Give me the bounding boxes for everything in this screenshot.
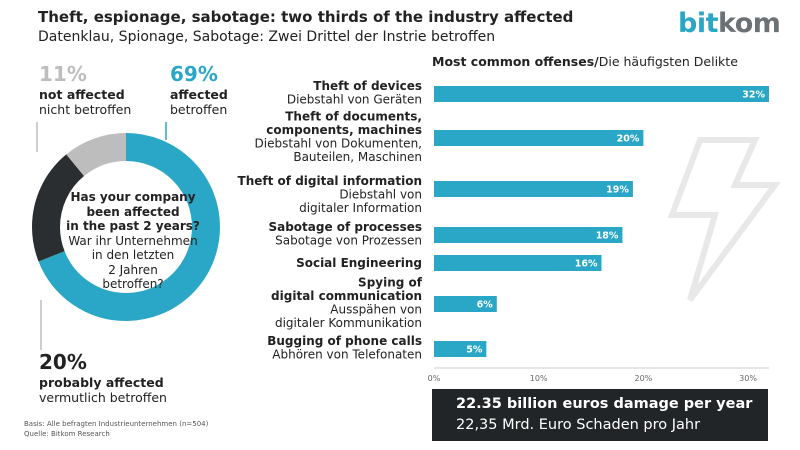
bitkom-logo: bitkom: [678, 8, 781, 39]
bar-value-label: 5%: [466, 345, 483, 356]
damage-box: 22.35 billion euros damage per year 22,3…: [432, 389, 768, 441]
affected-value: 69%: [170, 62, 218, 86]
category-label-de: Diebstahl von Geräten: [287, 93, 422, 107]
category-label-de: digitaler Kommunikation: [275, 316, 422, 330]
not-affected-label-de: nicht betroffen: [39, 102, 132, 117]
probably-affected-value: 20%: [39, 350, 87, 374]
bar: [434, 86, 769, 102]
probably-affected-label-de: vermutlich betroffen: [39, 390, 167, 405]
category-label-de: digitaler Information: [299, 201, 422, 215]
donut-center-question: Has your company been affected in the pa…: [66, 190, 200, 291]
chart-title-de: Datenklau, Spionage, Sabotage: Zwei Drit…: [38, 29, 496, 45]
x-tick-label: 30%: [739, 374, 757, 383]
donut-segment-probably-affected: [32, 133, 220, 321]
bar-value-label: 32%: [742, 90, 765, 101]
bar: [434, 181, 633, 197]
category-label-en: Spying of: [358, 276, 423, 290]
category-label-de: Abhören von Telefonaten: [272, 348, 422, 362]
bar: [434, 227, 623, 243]
footnote-source: Quelle: Bitkom Research: [24, 430, 110, 438]
category-label-en: Social Engineering: [296, 256, 422, 270]
bar-value-label: 6%: [477, 300, 494, 311]
damage-de: 22,35 Mrd. Euro Schaden pro Jahr: [456, 417, 701, 433]
not-affected-label-en: not affected: [39, 87, 125, 102]
chart-title-en: Theft, espionage, sabotage: two thirds o…: [38, 8, 574, 26]
damage-en: 22.35 billion euros damage per year: [456, 396, 753, 412]
affected-label-de: betroffen: [170, 102, 228, 117]
x-tick-label: 10%: [530, 374, 548, 383]
bar-value-label: 18%: [596, 231, 619, 242]
footnote-basis: Basis: Alle befragten Industrieunternehm…: [24, 420, 209, 428]
bar: [434, 130, 644, 146]
affected-label-en: affected: [170, 87, 228, 102]
bar-value-label: 19%: [606, 185, 629, 196]
category-label-de: Diebstahl von Dokumenten,: [255, 137, 422, 151]
bar-value-label: 20%: [617, 134, 640, 145]
category-label-de: Ausspähen von: [330, 303, 422, 317]
bar: [434, 255, 602, 271]
category-label-en: digital communication: [271, 289, 422, 303]
probably-affected-label-en: probably affected: [39, 375, 164, 390]
bar-value-label: 16%: [575, 259, 598, 270]
category-label-en: Bugging of phone calls: [267, 334, 422, 348]
x-tick-label: 20%: [634, 374, 652, 383]
category-label-en: components, machines: [266, 123, 422, 137]
category-label-en: Sabotage of processes: [268, 220, 422, 234]
donut-segment-not-affected: [32, 133, 220, 321]
lightning-watermark: [667, 137, 781, 302]
category-label-de: Bauteilen, Maschinen: [293, 150, 422, 164]
x-tick-label: 0%: [428, 374, 441, 383]
category-label-en: Theft of devices: [313, 79, 422, 93]
category-label-de: Diebstahl von: [339, 188, 422, 202]
not-affected-value: 11%: [39, 62, 87, 86]
bar: [434, 296, 497, 312]
bar-chart-title: Most common offenses/Die häufigsten Deli…: [432, 54, 738, 69]
bar: [434, 341, 487, 357]
category-label-en: Theft of documents,: [285, 110, 422, 124]
category-label-en: Theft of digital information: [238, 174, 422, 188]
category-label-de: Sabotage von Prozessen: [275, 234, 422, 248]
